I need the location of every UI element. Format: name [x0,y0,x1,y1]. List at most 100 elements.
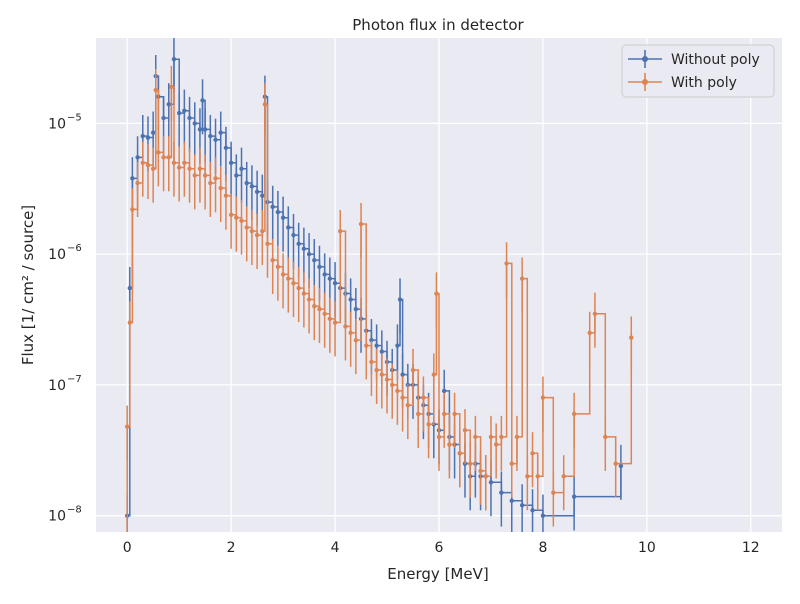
data-point [493,442,499,447]
data-point [202,127,208,132]
data-point [301,291,307,296]
data-point [124,424,130,429]
data-point [171,56,177,62]
data-point [244,225,249,230]
x-tick-label: 6 [435,540,444,556]
data-point [384,377,390,382]
data-point [592,311,598,316]
data-point [200,98,205,103]
data-point [473,434,478,440]
data-point [478,468,483,474]
data-point [192,121,197,126]
data-point [239,166,244,171]
data-point [301,246,307,251]
data-point [249,228,255,234]
data-point [291,232,296,238]
data-point [397,297,403,302]
y-tick-label: 10 [48,378,66,394]
data-point [140,133,145,139]
data-point [462,428,468,433]
data-point [358,221,364,227]
data-point [410,367,416,373]
data-point [390,382,395,388]
data-point [312,257,317,263]
data-point [270,257,275,263]
data-point [613,461,618,466]
data-point [275,264,281,270]
data-point [551,490,556,495]
data-point [182,160,187,165]
data-point [431,372,437,377]
x-tick-label: 12 [742,540,760,556]
y-tick-exponent: −7 [67,374,82,385]
legend-label-with-poly: With poly [671,75,737,91]
data-point [629,335,634,340]
data-point [434,291,439,296]
y-tick-exponent: −6 [67,243,82,254]
data-point [223,145,229,151]
data-point [275,209,281,215]
legend-marker-with-poly [642,79,648,85]
data-point [509,461,514,466]
y-tick-exponent: −8 [67,505,82,516]
data-point [504,261,509,266]
data-point [587,330,592,336]
data-point [441,411,447,417]
legend: Without poly With poly [621,44,775,98]
grid [96,38,782,532]
data-point [400,372,405,377]
data-point [561,474,566,479]
data-point [421,395,426,400]
data-point [244,180,249,186]
data-point [187,166,192,171]
data-point [262,102,268,107]
data-point [457,451,462,456]
data-point [130,176,135,181]
data-point [535,474,540,479]
data-point [332,280,338,286]
data-point [514,434,520,440]
legend-marker-without-poly [642,56,648,62]
data-point [254,232,260,238]
data-point [488,480,494,485]
data-point [202,173,208,178]
data-point [127,285,132,291]
data-point [127,320,132,325]
data-point [296,285,301,291]
data-point [353,337,359,343]
y-axis-label: Flux [1/ cm² / source] [19,205,37,365]
data-point [603,434,608,440]
data-point [322,311,327,316]
data-point [540,395,546,400]
x-tick-label: 8 [538,540,547,556]
data-point [239,218,244,223]
data-point [135,155,140,160]
data-point [197,166,203,171]
y-tick-label: 10 [48,509,66,525]
data-point [150,130,156,135]
data-point [153,87,158,93]
data-point [519,503,525,508]
data-point [182,108,187,113]
data-point [270,204,275,210]
data-point [499,490,504,495]
data-point [395,343,400,348]
data-point [426,422,431,427]
series-with-poly [124,65,634,532]
data-point [171,160,177,165]
data-point [530,508,535,513]
data-point [317,264,322,270]
data-point [156,150,161,155]
data-point [499,434,504,440]
data-point [322,272,327,277]
y-tick-label: 10 [48,116,66,132]
data-point [525,474,530,479]
data-point [169,84,174,90]
data-point [618,463,624,469]
data-point [280,272,286,277]
data-point [192,173,197,178]
data-point [327,276,333,281]
data-point [343,324,348,329]
data-point [467,461,473,466]
